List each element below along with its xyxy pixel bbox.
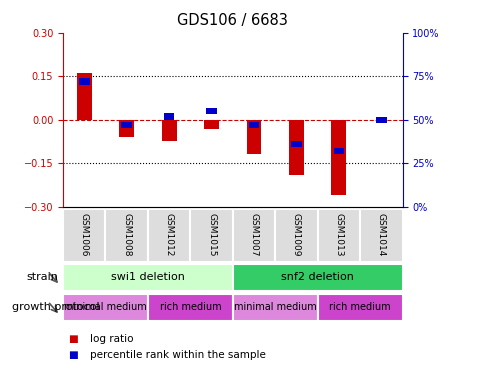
Text: minimal medium: minimal medium bbox=[233, 302, 316, 312]
Bar bbox=[121, 122, 132, 128]
Bar bbox=[274, 209, 317, 262]
Bar bbox=[63, 209, 105, 262]
Bar bbox=[204, 120, 219, 128]
Bar bbox=[333, 148, 344, 154]
Text: ■: ■ bbox=[68, 350, 77, 360]
Text: GSM1006: GSM1006 bbox=[79, 213, 89, 256]
Text: swi1 deletion: swi1 deletion bbox=[111, 272, 184, 282]
Bar bbox=[148, 209, 190, 262]
Bar bbox=[246, 120, 261, 154]
Text: GSM1015: GSM1015 bbox=[207, 213, 216, 256]
Bar bbox=[290, 141, 301, 147]
Text: ■: ■ bbox=[68, 333, 77, 344]
Bar bbox=[317, 209, 359, 262]
Bar bbox=[63, 264, 232, 291]
Text: GSM1007: GSM1007 bbox=[249, 213, 258, 256]
Bar bbox=[148, 294, 232, 321]
Text: GSM1012: GSM1012 bbox=[164, 213, 173, 256]
Bar bbox=[375, 117, 386, 123]
Bar bbox=[79, 78, 90, 85]
Bar bbox=[105, 209, 148, 262]
Text: GDS106 / 6683: GDS106 / 6683 bbox=[177, 13, 287, 28]
Bar bbox=[317, 294, 402, 321]
Bar bbox=[288, 120, 303, 175]
Bar bbox=[331, 120, 346, 195]
Bar bbox=[119, 120, 134, 137]
Bar bbox=[76, 72, 91, 120]
Text: GSM1009: GSM1009 bbox=[291, 213, 301, 256]
Text: percentile rank within the sample: percentile rank within the sample bbox=[90, 350, 265, 360]
Text: GSM1014: GSM1014 bbox=[376, 213, 385, 256]
Bar bbox=[161, 120, 176, 141]
Text: snf2 deletion: snf2 deletion bbox=[281, 272, 353, 282]
Bar bbox=[63, 294, 148, 321]
Bar bbox=[206, 108, 216, 114]
Text: minimal medium: minimal medium bbox=[64, 302, 147, 312]
Text: growth protocol: growth protocol bbox=[12, 302, 100, 312]
Bar bbox=[232, 264, 402, 291]
Text: log ratio: log ratio bbox=[90, 333, 133, 344]
Bar bbox=[248, 122, 259, 128]
Text: rich medium: rich medium bbox=[159, 302, 221, 312]
Bar bbox=[190, 209, 232, 262]
Text: GSM1013: GSM1013 bbox=[333, 213, 343, 256]
Bar bbox=[164, 113, 174, 120]
Text: GSM1008: GSM1008 bbox=[122, 213, 131, 256]
Bar bbox=[232, 209, 274, 262]
Text: strain: strain bbox=[27, 272, 59, 282]
Bar bbox=[359, 209, 402, 262]
Text: rich medium: rich medium bbox=[329, 302, 390, 312]
Bar bbox=[232, 294, 317, 321]
